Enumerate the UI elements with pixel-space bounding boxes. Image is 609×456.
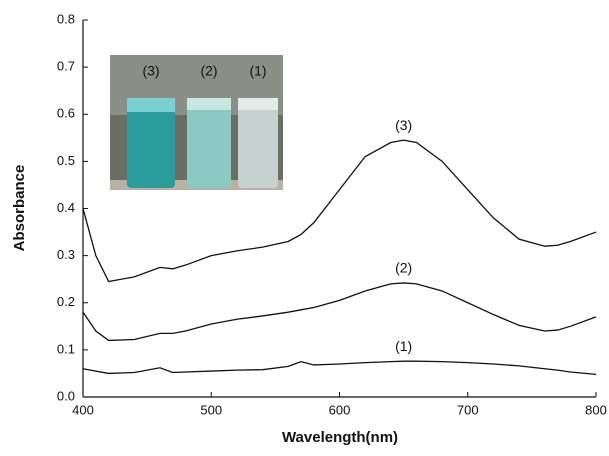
inset-label: (1) [249,63,266,79]
series-label: (1) [395,338,412,354]
y-tick-label: 0.6 [57,106,75,121]
x-tick-label: 800 [585,402,607,417]
series-label: (3) [395,117,412,133]
x-tick-label: 600 [329,402,351,417]
x-axis-label: Wavelength(nm) [282,429,398,446]
y-tick-label: 0.0 [57,388,75,403]
series-line [82,282,597,342]
y-tick-label: 0.5 [57,153,75,168]
series-label: (2) [395,260,412,276]
inset-label: (3) [142,63,159,79]
series-line [82,139,597,283]
inset-photo [110,55,283,190]
inset-label: (2) [200,63,217,79]
y-axis-label: Absorbance [11,165,28,252]
y-tick-label: 0.7 [57,59,75,74]
y-tick-label: 0.2 [57,294,75,309]
x-tick-label: 500 [200,402,222,417]
y-tick-label: 0.4 [57,200,75,215]
x-tick-label: 700 [457,402,479,417]
y-tick-label: 0.8 [57,11,75,26]
x-tick-label: 400 [72,402,94,417]
y-tick-label: 0.1 [57,341,75,356]
y-tick-label: 0.3 [57,247,75,262]
series-line [82,360,597,376]
